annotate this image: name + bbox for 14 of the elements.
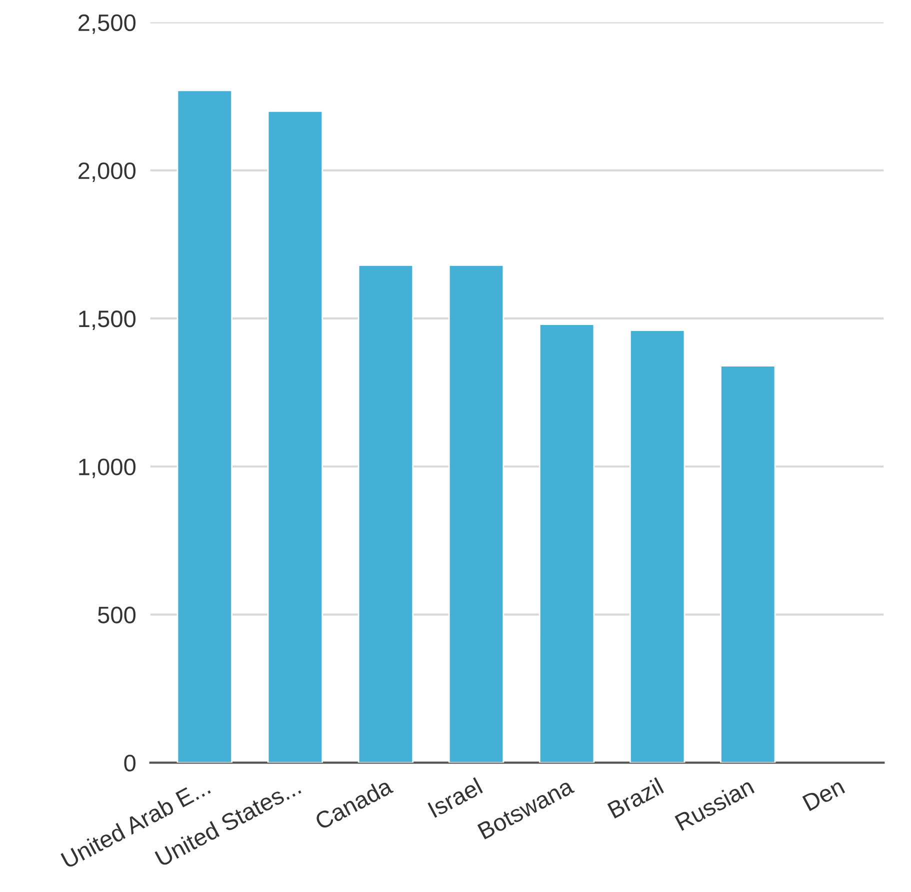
bar — [720, 365, 776, 763]
y-tick-label: 0 — [124, 754, 136, 772]
bar — [538, 324, 595, 763]
y-tick-label: 1,500 — [79, 310, 136, 330]
bar — [176, 90, 232, 763]
y-tick-label: 2,000 — [78, 162, 136, 182]
y-tick-label: 1,000 — [79, 458, 136, 478]
bar — [267, 110, 324, 763]
y-tick-label: 2,500 — [78, 14, 136, 34]
bar — [629, 330, 686, 763]
bar — [448, 264, 504, 763]
bar — [358, 264, 414, 763]
y-tick-label: 500 — [98, 606, 136, 624]
x-tick-label: Den — [802, 778, 846, 812]
